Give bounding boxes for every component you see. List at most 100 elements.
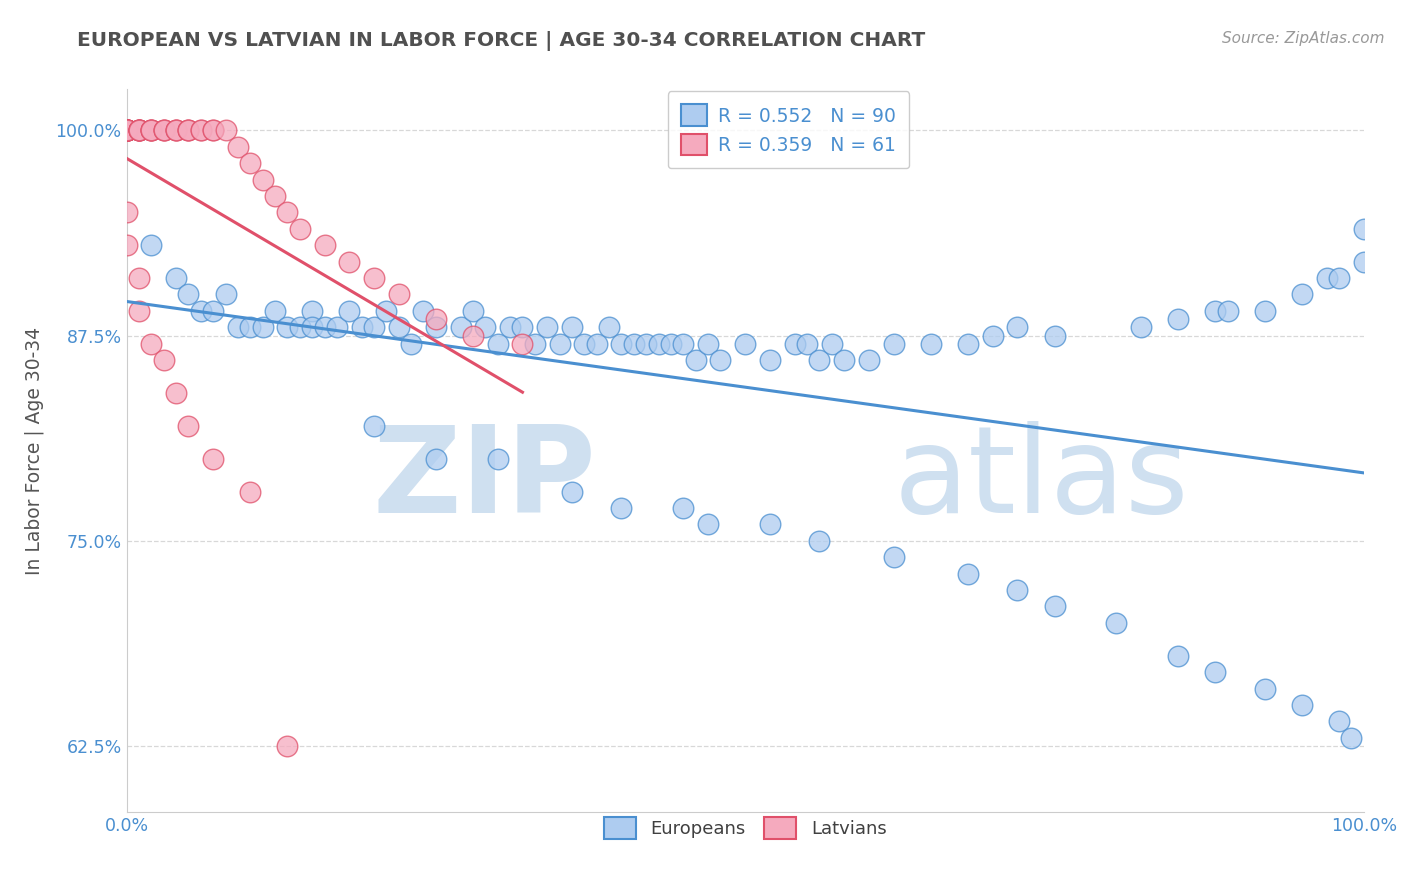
Point xyxy=(425,320,447,334)
Point xyxy=(1291,698,1313,712)
Point xyxy=(337,304,360,318)
Point xyxy=(783,336,806,351)
Point xyxy=(288,320,311,334)
Point xyxy=(276,205,298,219)
Point xyxy=(659,336,682,351)
Point xyxy=(115,205,138,219)
Point xyxy=(956,566,979,581)
Point xyxy=(388,320,411,334)
Point xyxy=(115,123,138,137)
Point xyxy=(115,123,138,137)
Point xyxy=(399,336,422,351)
Point xyxy=(672,336,695,351)
Point xyxy=(647,336,669,351)
Point xyxy=(1007,582,1029,597)
Point xyxy=(561,320,583,334)
Point xyxy=(152,123,174,137)
Point xyxy=(858,353,880,368)
Point xyxy=(115,123,138,137)
Point xyxy=(177,123,200,137)
Point xyxy=(115,123,138,137)
Point xyxy=(759,517,782,532)
Point xyxy=(141,238,163,252)
Legend: Europeans, Latvians: Europeans, Latvians xyxy=(593,806,897,850)
Point xyxy=(1254,304,1277,318)
Text: atlas: atlas xyxy=(894,421,1189,538)
Point xyxy=(165,271,187,285)
Point xyxy=(512,336,534,351)
Point xyxy=(239,484,262,499)
Point xyxy=(363,320,385,334)
Point xyxy=(461,304,484,318)
Point xyxy=(832,353,855,368)
Point xyxy=(697,336,720,351)
Point xyxy=(1353,221,1375,235)
Point xyxy=(363,271,385,285)
Point xyxy=(202,451,225,466)
Point xyxy=(486,336,509,351)
Point xyxy=(276,320,298,334)
Point xyxy=(412,304,434,318)
Point xyxy=(1327,714,1350,729)
Point xyxy=(1291,287,1313,301)
Point xyxy=(177,123,200,137)
Point xyxy=(314,238,336,252)
Point xyxy=(152,123,174,137)
Point xyxy=(115,123,138,137)
Point xyxy=(523,336,546,351)
Point xyxy=(214,287,236,301)
Point xyxy=(152,353,174,368)
Point xyxy=(350,320,373,334)
Point xyxy=(128,123,150,137)
Point xyxy=(1130,320,1153,334)
Point xyxy=(499,320,522,334)
Point xyxy=(202,123,225,137)
Point xyxy=(1007,320,1029,334)
Point xyxy=(561,484,583,499)
Point xyxy=(239,156,262,170)
Point xyxy=(1043,599,1066,614)
Point xyxy=(697,517,720,532)
Point xyxy=(883,550,905,565)
Point xyxy=(165,386,187,401)
Point xyxy=(1216,304,1239,318)
Point xyxy=(264,189,287,203)
Point xyxy=(276,739,298,753)
Point xyxy=(128,123,150,137)
Point xyxy=(1327,271,1350,285)
Y-axis label: In Labor Force | Age 30-34: In Labor Force | Age 30-34 xyxy=(25,326,45,574)
Point xyxy=(759,353,782,368)
Point xyxy=(734,336,756,351)
Point xyxy=(709,353,731,368)
Point xyxy=(128,123,150,137)
Point xyxy=(115,123,138,137)
Point xyxy=(474,320,496,334)
Point xyxy=(425,312,447,326)
Point xyxy=(141,123,163,137)
Point xyxy=(314,320,336,334)
Text: Source: ZipAtlas.com: Source: ZipAtlas.com xyxy=(1222,31,1385,46)
Point xyxy=(598,320,620,334)
Point xyxy=(264,304,287,318)
Point xyxy=(190,123,212,137)
Text: ZIP: ZIP xyxy=(373,421,596,538)
Point xyxy=(252,172,274,186)
Point xyxy=(152,123,174,137)
Text: EUROPEAN VS LATVIAN IN LABOR FORCE | AGE 30-34 CORRELATION CHART: EUROPEAN VS LATVIAN IN LABOR FORCE | AGE… xyxy=(77,31,925,51)
Point xyxy=(920,336,942,351)
Point xyxy=(115,123,138,137)
Point xyxy=(141,123,163,137)
Point xyxy=(128,123,150,137)
Point xyxy=(115,123,138,137)
Point xyxy=(141,123,163,137)
Point xyxy=(128,271,150,285)
Point xyxy=(128,123,150,137)
Point xyxy=(1043,328,1066,343)
Point xyxy=(1105,615,1128,630)
Point xyxy=(574,336,596,351)
Point xyxy=(214,123,236,137)
Point xyxy=(141,123,163,137)
Point xyxy=(808,353,831,368)
Point xyxy=(177,418,200,433)
Point xyxy=(165,123,187,137)
